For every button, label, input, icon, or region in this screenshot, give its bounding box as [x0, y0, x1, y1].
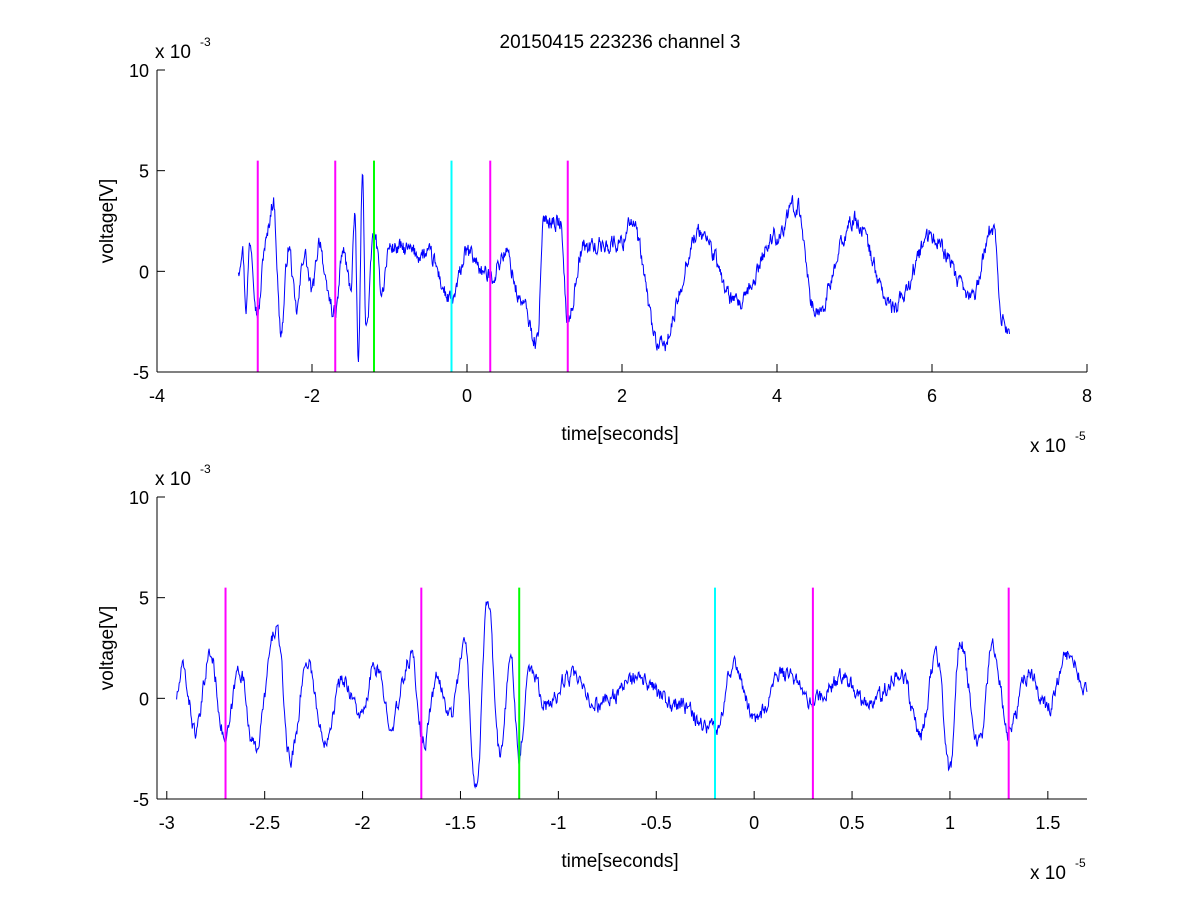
x-tick-label: 0	[749, 813, 759, 833]
x-tick-label: -2.5	[249, 813, 280, 833]
x-tick-label: 0.5	[840, 813, 865, 833]
x-tick-label: -2	[304, 386, 320, 406]
figure-title: 20150415 223236 channel 3	[500, 32, 741, 53]
x-tick-label: -4	[149, 386, 165, 406]
top-plot: -4 -2 0 2 4 6 8 -5 0 5 10 time[seconds] voltage[V] x …	[97, 35, 1092, 457]
x-multiplier-exponent: -5	[1075, 856, 1086, 870]
x-axis-label: time[seconds]	[561, 424, 678, 445]
bottom-plot: -3 -2.5 -2 -1.5 -1 -0.5 0 0.5 1 1.5 -5 0 5 10 time[sec…	[97, 462, 1088, 884]
x-tick-label: -0.5	[641, 813, 672, 833]
x-tick-label: -3	[159, 813, 175, 833]
x-axis-label: time[seconds]	[561, 851, 678, 872]
signal-trace	[237, 173, 1010, 362]
y-axis-label: voltage[V]	[97, 179, 118, 264]
x-tick-label: -1.5	[445, 813, 476, 833]
y-multiplier: x 10	[155, 469, 191, 490]
y-tick-label: 10	[129, 488, 149, 508]
y-tick-label: 5	[139, 162, 149, 182]
y-tick-label: 0	[139, 262, 149, 282]
y-multiplier: x 10	[155, 42, 191, 63]
x-multiplier: x 10	[1030, 863, 1066, 884]
x-multiplier: x 10	[1030, 436, 1066, 457]
x-multiplier-exponent: -5	[1075, 429, 1086, 443]
x-tick-label: 8	[1082, 386, 1092, 406]
y-axis-label: voltage[V]	[97, 606, 118, 691]
x-tick-label: 2	[617, 386, 627, 406]
y-multiplier-exponent: -3	[200, 35, 211, 49]
y-tick-label: -5	[133, 363, 149, 383]
y-tick-label: 5	[139, 589, 149, 609]
x-tick-label: 4	[772, 386, 782, 406]
y-multiplier-exponent: -3	[200, 462, 211, 476]
x-tick-label: 1	[945, 813, 955, 833]
x-tick-label: 6	[927, 386, 937, 406]
signal-trace	[176, 601, 1088, 789]
x-tick-label: -2	[355, 813, 371, 833]
x-tick-label: -1	[550, 813, 566, 833]
x-tick-label: 1.5	[1035, 813, 1060, 833]
y-tick-label: -5	[133, 790, 149, 810]
y-tick-label: 0	[139, 689, 149, 709]
x-tick-label: 0	[462, 386, 472, 406]
y-tick-label: 10	[129, 61, 149, 81]
